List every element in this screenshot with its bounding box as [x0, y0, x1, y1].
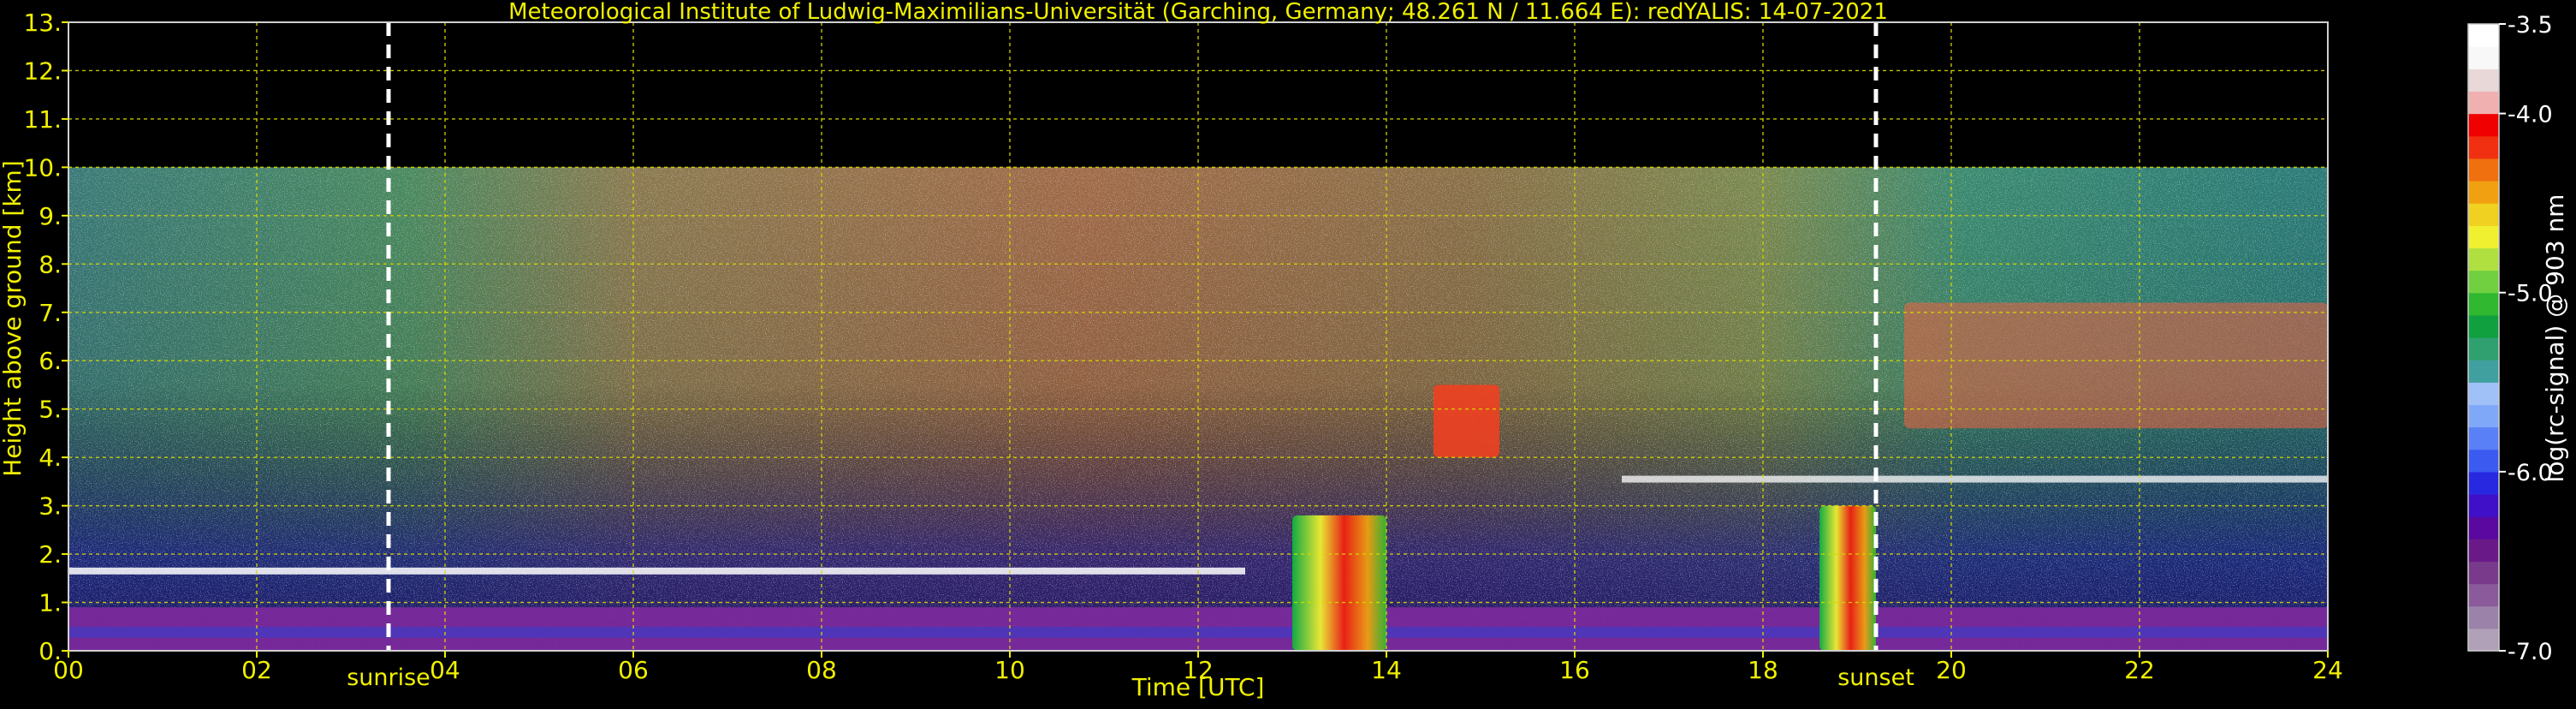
colorbar-frame: [2467, 23, 2500, 652]
colorbar-segment: [2468, 449, 2499, 473]
colorbar-segment: [2468, 270, 2499, 294]
x-tick-label: 16: [1559, 656, 1590, 684]
y-tick-label: 13.: [23, 9, 62, 37]
y-tick-label: 6.: [39, 347, 62, 375]
annotation-label-sunset: sunset: [1837, 664, 1914, 691]
feature-cirrus: [1904, 302, 2328, 429]
y-tick-label: 3.: [39, 492, 62, 521]
colorbar-segment: [2468, 46, 2499, 69]
x-tick-label: 08: [806, 656, 837, 684]
colorbar-segment: [2468, 69, 2499, 92]
colorbar-segment: [2468, 605, 2499, 629]
colorbar-tick-label: -3.5: [2508, 12, 2553, 39]
colorbar-segment: [2468, 247, 2499, 271]
colorbar-segment: [2468, 314, 2499, 338]
y-tick-label: 2.: [39, 540, 62, 569]
y-tick-label: 0.: [39, 637, 62, 665]
x-tick-label: 04: [430, 656, 460, 684]
feature-convective-plume: [1819, 505, 1876, 651]
x-tick-label: 20: [1936, 656, 1967, 684]
feature-evening-cloud-layer: [1622, 475, 2328, 483]
y-tick-label: 10.: [23, 153, 62, 182]
colorbar-tick-label: -4.0: [2508, 102, 2553, 128]
x-tick-label: 18: [1748, 656, 1778, 684]
colorbar-segment: [2468, 628, 2499, 652]
colorbar-segment: [2468, 360, 2499, 383]
colorbar-segment: [2468, 516, 2499, 539]
colorbar-segment: [2468, 91, 2499, 115]
y-tick-label: 12.: [23, 57, 62, 85]
colorbar-segment: [2468, 494, 2499, 517]
annotation-label-sunrise: sunrise: [347, 664, 430, 691]
x-tick-label: 12: [1183, 656, 1214, 684]
feature-cloud-top: [1433, 384, 1499, 458]
x-tick-label: 02: [241, 656, 272, 684]
colorbar-tick-label: -7.0: [2508, 639, 2553, 665]
colorbar-segment: [2468, 404, 2499, 428]
colorbar-segment: [2468, 113, 2499, 137]
colorbar: -7.0 -6.0 -5.0 -4.0 -3.5: [2467, 12, 2553, 665]
y-tick-label: 9.: [39, 202, 62, 230]
chart-title: Meteorological Institute of Ludwig-Maxim…: [508, 0, 1888, 25]
x-tick-label: 14: [1371, 656, 1402, 684]
x-tick-label: 00: [53, 656, 84, 684]
y-tick-label: 4.: [39, 444, 62, 472]
colorbar-segment: [2468, 539, 2499, 563]
y-tick-label: 8.: [39, 250, 62, 278]
x-axis-label: Time [UTC]: [1131, 673, 1265, 701]
x-tick-label: 22: [2124, 656, 2155, 684]
axes: 00 02 04 06 08 10 12 14 16 18 20 22 24 0. 1. 2. 3. 4. 5. 6.…: [23, 9, 2342, 684]
colorbar-tick-label: -6.0: [2508, 460, 2553, 486]
colorbar-segment: [2468, 225, 2499, 249]
y-axis-label: Height above ground [km]: [0, 160, 27, 477]
x-tick-label: 06: [618, 656, 649, 684]
x-tick-label: 10: [994, 656, 1025, 684]
colorbar-segment: [2468, 203, 2499, 226]
feature-convective-plume: [1292, 515, 1386, 651]
colorbar-segment: [2468, 337, 2499, 360]
colorbar-segment: [2468, 583, 2499, 607]
y-tick-label: 7.: [39, 299, 62, 327]
x-tick-label: 24: [2312, 656, 2343, 684]
feature-low-cloud-band: [68, 567, 1245, 575]
colorbar-segment: [2468, 471, 2499, 495]
colorbar-segment: [2468, 24, 2499, 47]
colorbar-segment: [2468, 135, 2499, 159]
colorbar-segment: [2468, 382, 2499, 406]
sun-annotations: sunrise sunset: [347, 22, 1914, 691]
colorbar-segment: [2468, 292, 2499, 316]
colorbar-tick-label: -5.0: [2508, 281, 2553, 307]
colorbar-segment: [2468, 158, 2499, 182]
colorbar-segment: [2468, 426, 2499, 450]
colorbar-segment: [2468, 561, 2499, 585]
colorbar-label: log(rc-signal) @ 903 nm: [2541, 194, 2569, 483]
y-tick-label: 5.: [39, 396, 62, 424]
y-tick-label: 11.: [23, 105, 62, 134]
y-tick-label: 1.: [39, 589, 62, 617]
colorbar-segment: [2468, 181, 2499, 204]
